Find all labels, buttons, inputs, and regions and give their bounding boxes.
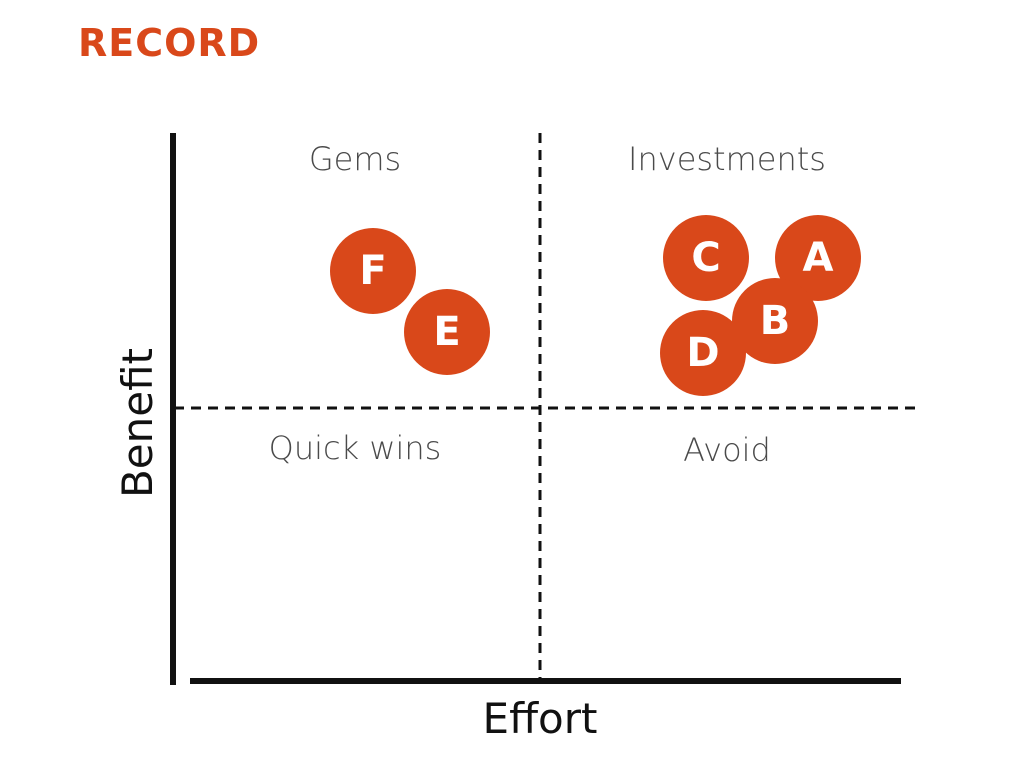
x-axis-label: Effort xyxy=(482,694,598,743)
quadrant-label-avoid: Avoid xyxy=(683,431,771,469)
item-bubble-a: A xyxy=(775,215,861,301)
item-bubble-b: B xyxy=(732,278,818,364)
item-bubble-f: F xyxy=(330,228,416,314)
item-bubble-c: C xyxy=(663,215,749,301)
item-bubble-e: E xyxy=(404,289,490,375)
y-axis-label: Benefit xyxy=(113,347,162,499)
quadrant-label-quick-wins: Quick wins xyxy=(268,429,442,467)
page-title: RECORD xyxy=(78,21,261,65)
item-bubble-d: D xyxy=(660,310,746,396)
quadrant-label-investments: Investments xyxy=(628,140,826,178)
quadrant-label-gems: Gems xyxy=(308,140,402,178)
